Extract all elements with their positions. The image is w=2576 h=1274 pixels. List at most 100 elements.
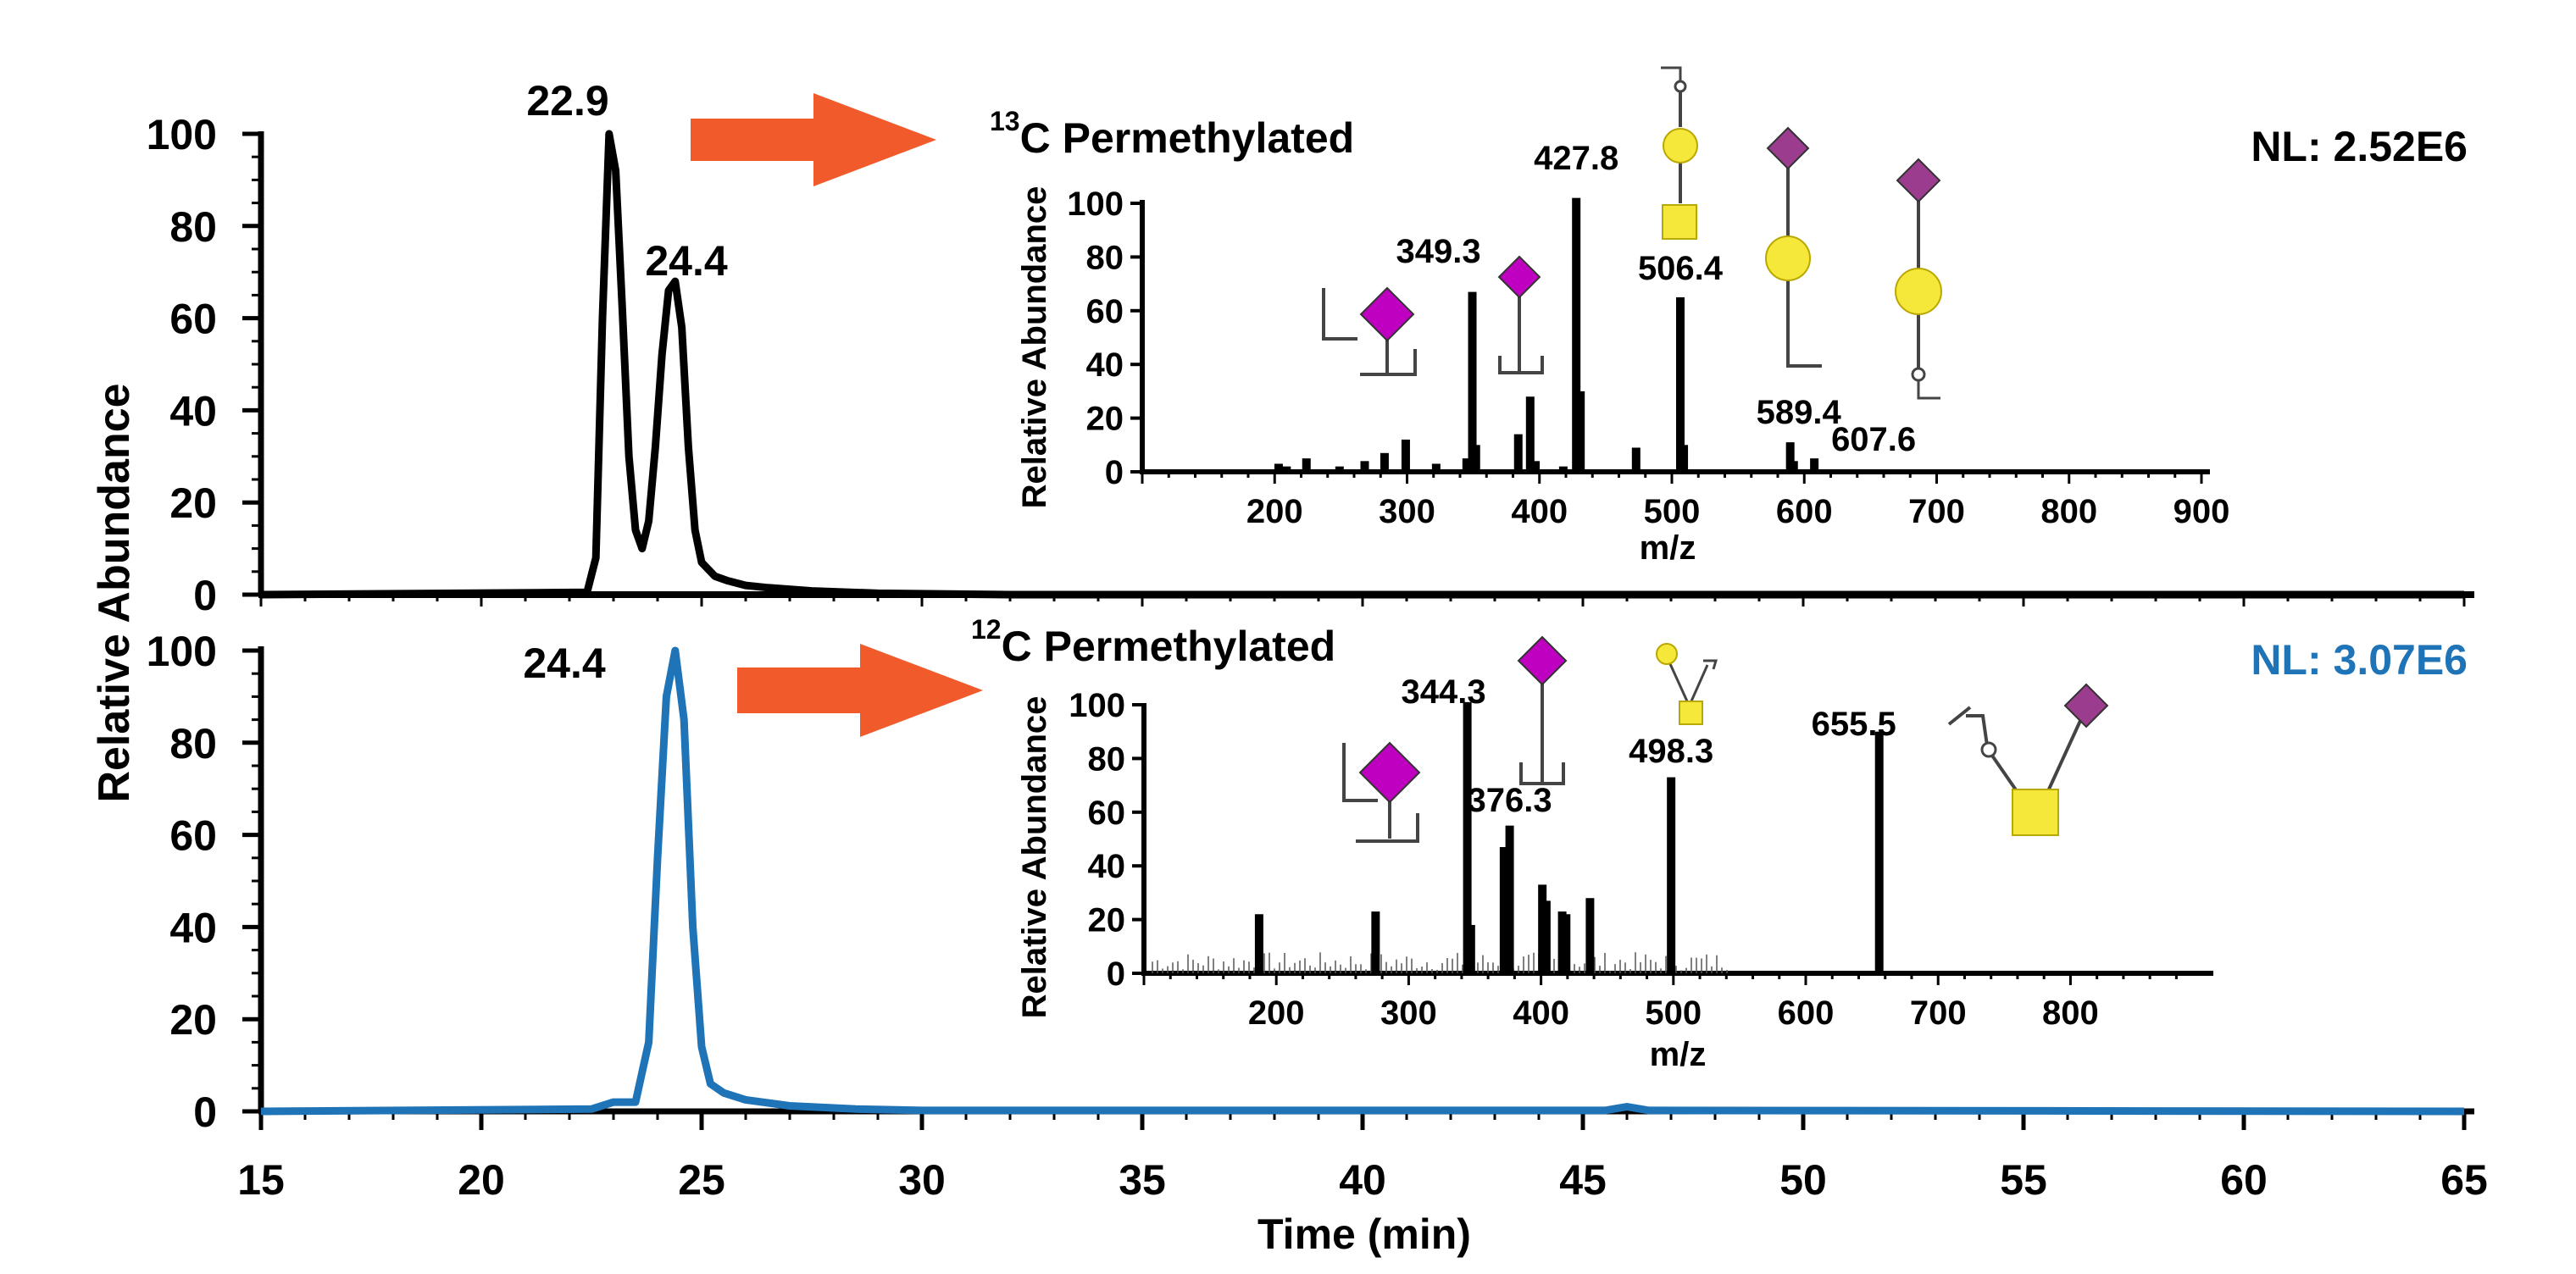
- peak-label-24-4-top: 24.4: [645, 237, 728, 285]
- inset-13c-peak-label: 506.4: [1638, 250, 1724, 287]
- top-y-tick-label: 60: [169, 296, 217, 343]
- inset-13c-bar: [1576, 391, 1585, 472]
- x-ticks: 15 20 25 30 35 40 45 50 55 60 65: [237, 595, 2488, 1204]
- bottom-y-tick-label: 80: [169, 720, 217, 767]
- glycan-glyph-498: [1656, 643, 1718, 725]
- glycan-glyph-589: [1765, 126, 1822, 368]
- x-tick-label: 25: [678, 1156, 725, 1204]
- galactose-circle-icon: [1663, 128, 1698, 163]
- bottom-y-tick-label: 40: [169, 904, 217, 951]
- inset-12c-bar: [1463, 701, 1472, 973]
- inset-13c-bar: [1360, 461, 1369, 472]
- inset-12c-y-tick-label: 40: [1088, 848, 1126, 885]
- main-axes: 0 20 40 60 80 100 0 20 40 60 80 100 15 20 25 30 35 40 45…: [147, 111, 2488, 1204]
- glycan-glyph-344: [1342, 741, 1421, 843]
- inset-13c-peak-label: 607.6: [1831, 421, 1916, 458]
- inset-13c-x-tick-label: 800: [2040, 493, 2097, 530]
- inset-13c-ticks: 0 20 40 60 80 100 200 300 400 500 600 700 800 900: [1067, 186, 2229, 530]
- inset-12c-x-tick-label: 600: [1778, 994, 1835, 1032]
- glycan-glyph-506: [1661, 66, 1698, 240]
- inset-12c-bar: [1585, 898, 1595, 973]
- x-tick-label: 55: [2000, 1156, 2047, 1204]
- inset-12c-x-tick-label: 800: [2042, 994, 2099, 1032]
- inset-13c-bar: [1525, 396, 1535, 472]
- inset-12c-x-tick-label: 200: [1248, 994, 1305, 1032]
- inset-12c-title-sup: 12: [971, 614, 1002, 645]
- inset-12c-y-tick-label: 60: [1088, 795, 1126, 832]
- inset-12c-noise: [1152, 952, 1728, 973]
- inset-12c-bar: [1667, 777, 1676, 973]
- inset-13c-spectrum: 13C Permethylated Relative Abundance m/z…: [990, 106, 2229, 567]
- inset-13c-x-tick-label: 600: [1776, 493, 1833, 530]
- inset-13c-bar: [1789, 461, 1798, 472]
- inset-13c-peak-label: 589.4: [1757, 394, 1842, 431]
- inset-12c-y-title: Relative Abundance: [1016, 696, 1053, 1019]
- galnac-square-icon: [1662, 204, 1697, 240]
- inset-13c-title: 13C Permethylated: [990, 106, 1354, 162]
- galnac-square-icon: [2012, 789, 2059, 836]
- inset-12c-y-tick-label: 100: [1069, 687, 1125, 724]
- x-tick-label: 30: [898, 1156, 946, 1204]
- inset-13c-bar: [1274, 463, 1283, 472]
- x-axis-title: Time (min): [1257, 1210, 1471, 1258]
- inset-12c-bar: [1466, 924, 1475, 973]
- inset-13c-bar: [1810, 458, 1819, 472]
- nl-label-bottom: NL: 3.07E6: [2251, 636, 2468, 684]
- inset-13c-bar: [1471, 445, 1480, 472]
- inset-13c-bar: [1282, 466, 1291, 472]
- bottom-y-tick-label: 100: [147, 628, 217, 675]
- inset-13c-bar: [1785, 442, 1795, 472]
- inset-13c-x-tick-label: 500: [1644, 493, 1701, 530]
- inset-12c-peak-labels: 344.3 376.3 498.3 655.5: [1402, 673, 1896, 819]
- glycan-glyph-376: [1517, 635, 1568, 785]
- chromatogram-12c-trace: [260, 646, 2465, 1116]
- inset-13c-bars: [1274, 197, 1819, 472]
- inset-12c-bar: [1541, 900, 1551, 973]
- inset-12c-x-tick-label: 700: [1910, 994, 1967, 1032]
- inset-13c-bar: [1631, 447, 1641, 472]
- x-tick-label: 50: [1779, 1156, 1827, 1204]
- arrow-to-13c-spectrum: [691, 93, 936, 186]
- inset-13c-title-sup: 13: [990, 106, 1020, 136]
- inset-13c-x-tick-label: 700: [1908, 493, 1965, 530]
- inset-12c-peak-label: 376.3: [1468, 782, 1552, 819]
- peak-label-22-9: 22.9: [526, 77, 608, 125]
- inset-13c-y-tick-label: 20: [1086, 401, 1124, 438]
- galactose-circle-icon: [1895, 268, 1942, 315]
- sialic-acid-diamond-icon: [1497, 255, 1541, 299]
- galnac-square-icon: [1679, 701, 1703, 725]
- inset-12c-y-tick-label: 20: [1088, 902, 1126, 939]
- top-y-tick-label: 20: [169, 479, 217, 527]
- inset-13c-bar: [1380, 452, 1389, 472]
- bottom-y-tick-label: 60: [169, 812, 217, 860]
- inset-12c-spectrum: 12C Permethylated Relative Abundance m/z…: [971, 614, 2213, 1073]
- sialic-acid-diamond-icon: [1358, 741, 1421, 804]
- inset-12c-peak-label: 344.3: [1402, 673, 1486, 711]
- inset-12c-bars: [1254, 701, 1884, 973]
- nl-label-top: NL: 2.52E6: [2251, 123, 2468, 170]
- glycan-glyph-655: [1947, 683, 2109, 836]
- inset-12c-bar: [1562, 914, 1571, 973]
- sialic-acid-diamond-icon: [2063, 683, 2109, 728]
- inset-13c-bar: [1302, 458, 1311, 472]
- inset-13c-x-tick-label: 300: [1379, 493, 1435, 530]
- inset-13c-y-title: Relative Abundance: [1016, 186, 1053, 509]
- inset-13c-y-tick-label: 60: [1086, 293, 1124, 330]
- inset-12c-peak-label: 655.5: [1812, 706, 1896, 743]
- bottom-y-ticks: 0 20 40 60 80 100: [147, 628, 261, 1136]
- inset-13c-peak-label: 427.8: [1534, 140, 1618, 177]
- inset-12c-bar: [1505, 825, 1514, 973]
- sialic-acid-diamond-icon: [1766, 126, 1810, 170]
- inset-13c-bar: [1401, 439, 1410, 472]
- glycan-glyph-349: [1322, 286, 1417, 376]
- inset-13c-title-text: C Permethylated: [1020, 114, 1355, 162]
- inset-13c-x-title: m/z: [1640, 529, 1696, 567]
- galactose-circle-icon: [1656, 643, 1678, 665]
- inset-12c-x-tick-label: 500: [1645, 994, 1702, 1032]
- chromatogram-13c-trace: [260, 130, 2464, 599]
- inset-13c-bar: [1513, 434, 1523, 472]
- x-tick-label: 35: [1119, 1156, 1166, 1204]
- inset-13c-y-tick-label: 40: [1086, 346, 1124, 384]
